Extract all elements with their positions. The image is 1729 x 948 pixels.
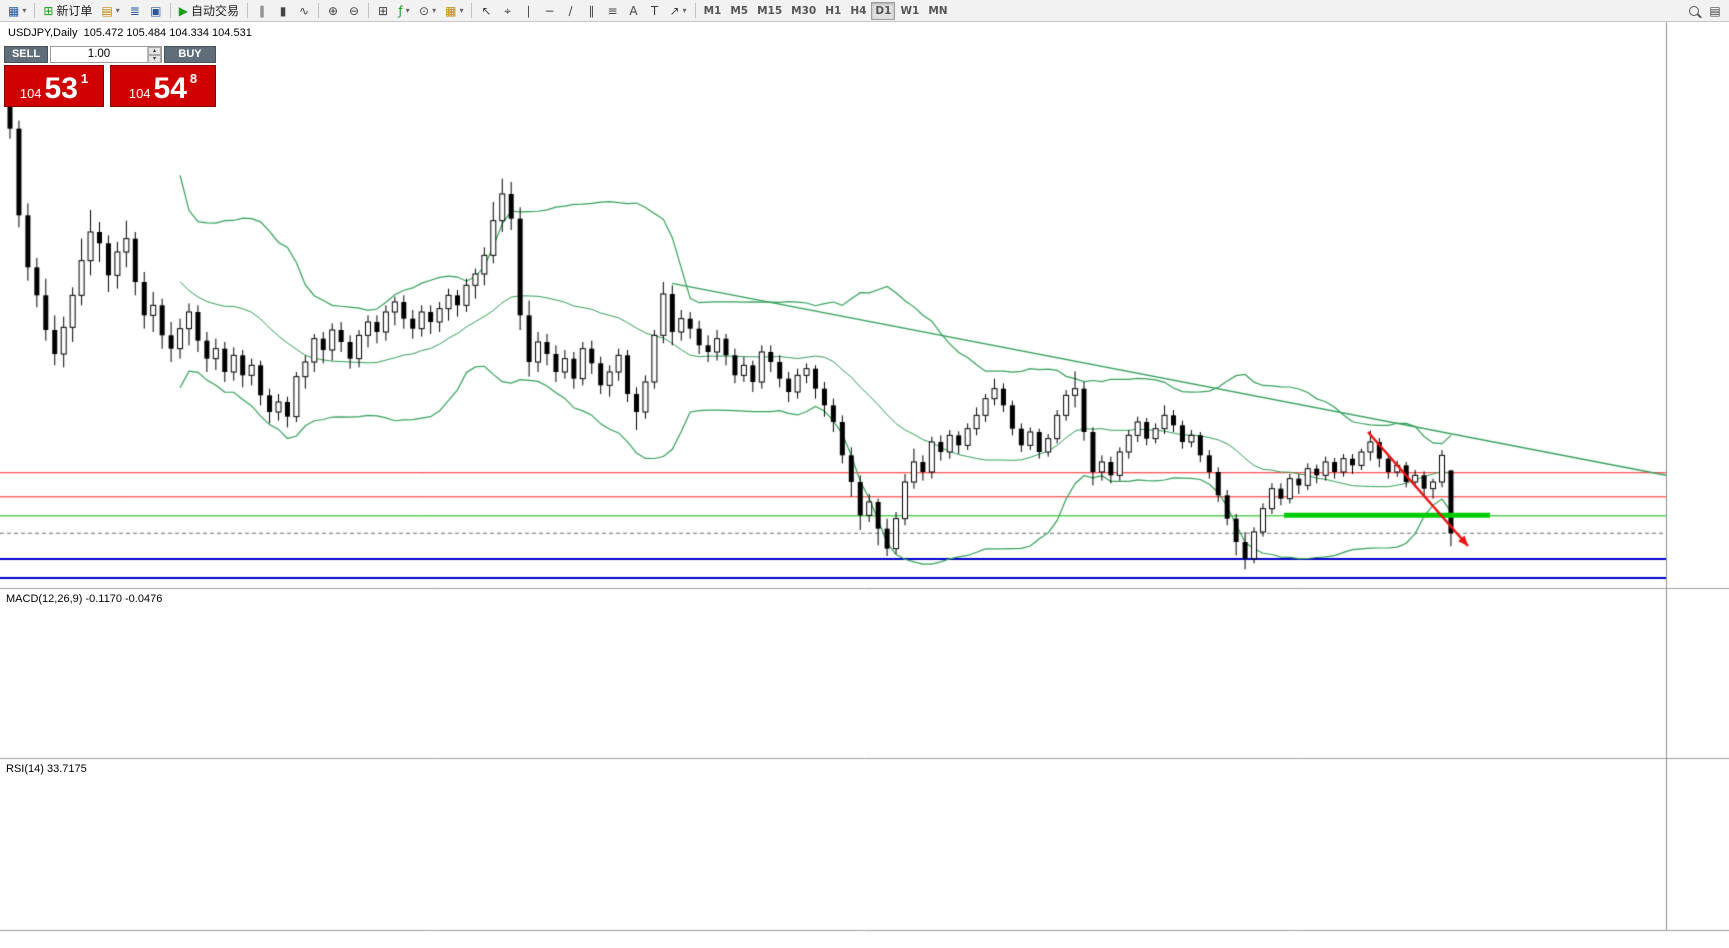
auto-trading-label: 自动交易	[191, 4, 240, 18]
chart-profiles-icon: ▤	[101, 3, 113, 18]
buy-price-display[interactable]: 104 54 8	[110, 65, 216, 107]
bar-chart-button[interactable]: ∥	[252, 2, 272, 20]
trendline-button[interactable]: ∕	[560, 2, 580, 20]
toolbar-divider	[694, 3, 696, 18]
zoom-in-button[interactable]: ⊕	[323, 2, 343, 20]
navigator-icon: ▣	[150, 3, 162, 18]
timeframe-d1-button[interactable]: D1	[871, 1, 896, 20]
fibonacci-button[interactable]: ≡	[602, 2, 622, 20]
sell-price-pipette: 1	[80, 71, 89, 86]
volume-field[interactable]: 1.00 ▴ ▾	[50, 46, 162, 63]
rsi-indicator-label: RSI(14) 33.7175	[6, 763, 87, 775]
new-chart-button[interactable]: ▦ ▾	[4, 2, 30, 20]
search-icon	[1689, 5, 1699, 16]
arrows-icon: ↗	[669, 3, 680, 18]
sell-price-display[interactable]: 104 53 1	[4, 65, 104, 107]
toolbar-divider	[34, 3, 36, 18]
text-label-button[interactable]: T	[644, 2, 664, 20]
horizontal-line-icon: −	[544, 3, 555, 18]
periods-icon: ⊙	[419, 3, 430, 18]
templates-button[interactable]: ▦ ▾	[441, 2, 467, 20]
candlestick-chart-icon: ▮	[279, 3, 287, 18]
toolbar-divider	[471, 3, 473, 18]
candlestick-chart-button[interactable]: ▮	[273, 2, 293, 20]
timeframe-mn-button[interactable]: MN	[924, 2, 951, 20]
timeframe-h4-button[interactable]: H4	[846, 2, 870, 20]
timeframe-m1-button[interactable]: M1	[700, 2, 726, 20]
cursor-icon: ↖	[481, 3, 492, 18]
buy-price-base: 104	[128, 86, 151, 101]
zoom-out-icon: ⊖	[349, 3, 360, 18]
chart-symbol-label: USDJPY,Daily 105.472 105.484 104.334 104…	[8, 27, 252, 39]
line-chart-button[interactable]: ∿	[294, 2, 314, 20]
new-chart-icon: ▦	[8, 3, 20, 18]
bar-chart-icon: ∥	[259, 3, 266, 18]
vertical-line-button[interactable]: ∣	[518, 2, 538, 20]
market-watch-button[interactable]: ≣	[125, 2, 145, 20]
crosshair-icon: ⌖	[504, 3, 511, 18]
sell-price-base: 104	[19, 86, 42, 101]
timeframe-m15-button[interactable]: M15	[753, 2, 786, 20]
dropdown-arrow-icon: ▾	[22, 6, 27, 15]
cursor-button[interactable]: ↖	[476, 2, 496, 20]
auto-trading-button[interactable]: ▶ 自动交易	[175, 2, 243, 20]
timeframe-m30-button[interactable]: M30	[787, 2, 820, 20]
print-icon: ▤	[1709, 3, 1721, 18]
toolbar-divider	[318, 3, 320, 18]
dropdown-arrow-icon: ▾	[115, 6, 120, 15]
print-button[interactable]: ▤	[1705, 2, 1725, 20]
dropdown-arrow-icon: ▾	[405, 6, 410, 15]
new-order-label: 新订单	[56, 4, 93, 18]
horizontal-line-button[interactable]: −	[539, 2, 559, 20]
indicators-icon: ƒ	[398, 3, 403, 18]
toolbar-divider	[368, 3, 370, 18]
sell-price-pips: 53	[44, 72, 78, 105]
auto-trading-icon: ▶	[178, 3, 189, 18]
tile-windows-button[interactable]: ⊞	[373, 2, 393, 20]
templates-icon: ▦	[445, 3, 457, 18]
market-watch-icon: ≣	[129, 3, 140, 18]
crosshair-button[interactable]: ⌖	[497, 2, 517, 20]
equidistant-channel-icon: ∥	[588, 3, 595, 18]
fibonacci-icon: ≡	[607, 3, 618, 18]
dropdown-arrow-icon: ▾	[432, 6, 437, 15]
trendline-icon: ∕	[568, 3, 573, 18]
volume-increase-button[interactable]: ▴	[148, 47, 161, 55]
sell-button[interactable]: SELL	[4, 46, 48, 63]
indicators-button[interactable]: ƒ ▾	[394, 2, 414, 20]
new-order-button[interactable]: ⊞ 新订单	[39, 2, 96, 20]
zoom-in-icon: ⊕	[328, 3, 339, 18]
navigator-button[interactable]: ▣	[146, 2, 166, 20]
vertical-line-icon: ∣	[525, 3, 532, 18]
toolbar-divider	[247, 3, 249, 18]
macd-indicator-label: MACD(12,26,9) -0.1170 -0.0476	[6, 593, 163, 605]
volume-value[interactable]: 1.00	[87, 48, 111, 60]
tile-windows-icon: ⊞	[378, 3, 389, 18]
one-click-trading-panel: SELL 1.00 ▴ ▾ BUY 104 53 1 104 54 8	[4, 46, 216, 107]
text-label-icon: T	[650, 3, 659, 18]
text-button[interactable]: A	[623, 2, 643, 20]
toolbar: ▦ ▾ ⊞ 新订单 ▤ ▾ ≣ ▣ ▶ 自动交易 ∥ ▮ ∿ ⊕ ⊖ ⊞ ƒ ▾ ⊙ ▾ ▦ ▾ ↖ ⌖ ∣ − ∕ ∥ ≡ A T ↗ ▾ M1…	[0, 0, 1729, 22]
toolbar-divider	[169, 3, 171, 18]
timeframe-m5-button[interactable]: M5	[726, 2, 752, 20]
new-order-icon: ⊞	[43, 3, 54, 18]
chart-profiles-button[interactable]: ▤ ▾	[97, 2, 123, 20]
periods-button[interactable]: ⊙ ▾	[415, 2, 440, 20]
line-chart-icon: ∿	[299, 3, 310, 18]
arrows-button[interactable]: ↗ ▾	[665, 2, 690, 20]
equidistant-channel-button[interactable]: ∥	[581, 2, 601, 20]
search-button[interactable]	[1684, 2, 1704, 20]
dropdown-arrow-icon: ▾	[459, 6, 464, 15]
buy-price-pipette: 8	[189, 71, 198, 86]
zoom-out-button[interactable]: ⊖	[344, 2, 364, 20]
timeframe-w1-button[interactable]: W1	[896, 2, 923, 20]
text-icon: A	[629, 3, 638, 18]
volume-decrease-button[interactable]: ▾	[148, 55, 161, 63]
dropdown-arrow-icon: ▾	[682, 6, 687, 15]
buy-button[interactable]: BUY	[164, 46, 216, 63]
buy-price-pips: 54	[153, 72, 187, 105]
timeframe-h1-button[interactable]: H1	[821, 2, 845, 20]
